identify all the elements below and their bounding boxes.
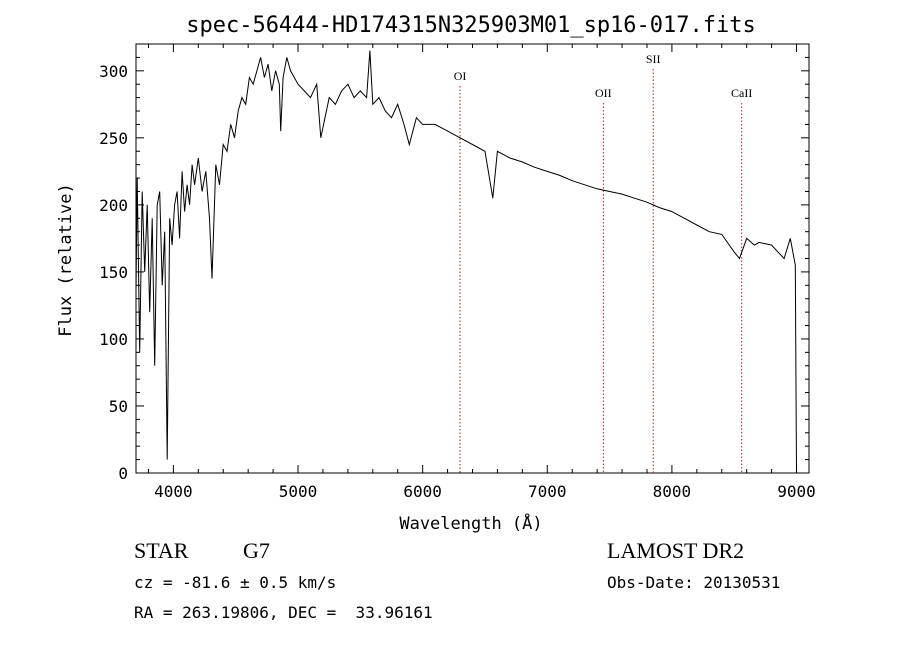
x-tick-label: 9000 xyxy=(777,482,816,501)
object-type: STAR xyxy=(134,538,189,563)
spectrum-layer xyxy=(135,50,797,474)
y-tick-label: 250 xyxy=(99,129,128,148)
y-tick-label: 100 xyxy=(99,330,128,349)
redshift-readout: cz = -81.6 ± 0.5 km/s xyxy=(134,573,337,592)
x-tick-label: 5000 xyxy=(279,482,318,501)
line-marker-label-sii: SII xyxy=(646,52,661,66)
plot-frame xyxy=(135,43,810,474)
line-marker-label-oi: OI xyxy=(454,69,467,83)
x-tick-label: 4000 xyxy=(154,482,193,501)
x-axis-label: Wavelength (Å) xyxy=(399,512,542,534)
survey-name: LAMOST DR2 xyxy=(607,538,745,563)
y-tick-label: 200 xyxy=(99,196,128,215)
y-tick-label: 300 xyxy=(99,62,128,81)
y-axis-label: Flux (relative) xyxy=(56,183,76,337)
y-tick-label: 0 xyxy=(118,464,128,483)
spectrum-chart: spec-56444-HD174315N325903M01_sp16-017.f… xyxy=(56,13,816,534)
line-marker-layer: OI OII SII CaII xyxy=(454,52,752,473)
y-tick-label: 50 xyxy=(109,397,128,416)
observation-date: Obs-Date: 20130531 xyxy=(607,573,781,592)
spectrum-line xyxy=(135,50,797,474)
x-tick-label: 8000 xyxy=(653,482,692,501)
y-axis: 0 50 100 150 200 250 300 xyxy=(99,56,809,483)
object-subclass: G7 xyxy=(243,538,270,563)
line-marker-label-oii: OII xyxy=(595,86,612,100)
y-tick-label: 150 xyxy=(99,263,128,282)
line-marker-label-caii: CaII xyxy=(731,86,752,100)
chart-title: spec-56444-HD174315N325903M01_sp16-017.f… xyxy=(186,13,756,38)
x-axis: 4000 5000 6000 7000 8000 9000 xyxy=(147,44,816,501)
x-tick-label: 6000 xyxy=(403,482,442,501)
coordinates-readout: RA = 263.19806, DEC = 33.96161 xyxy=(134,603,433,622)
x-tick-label: 7000 xyxy=(528,482,567,501)
